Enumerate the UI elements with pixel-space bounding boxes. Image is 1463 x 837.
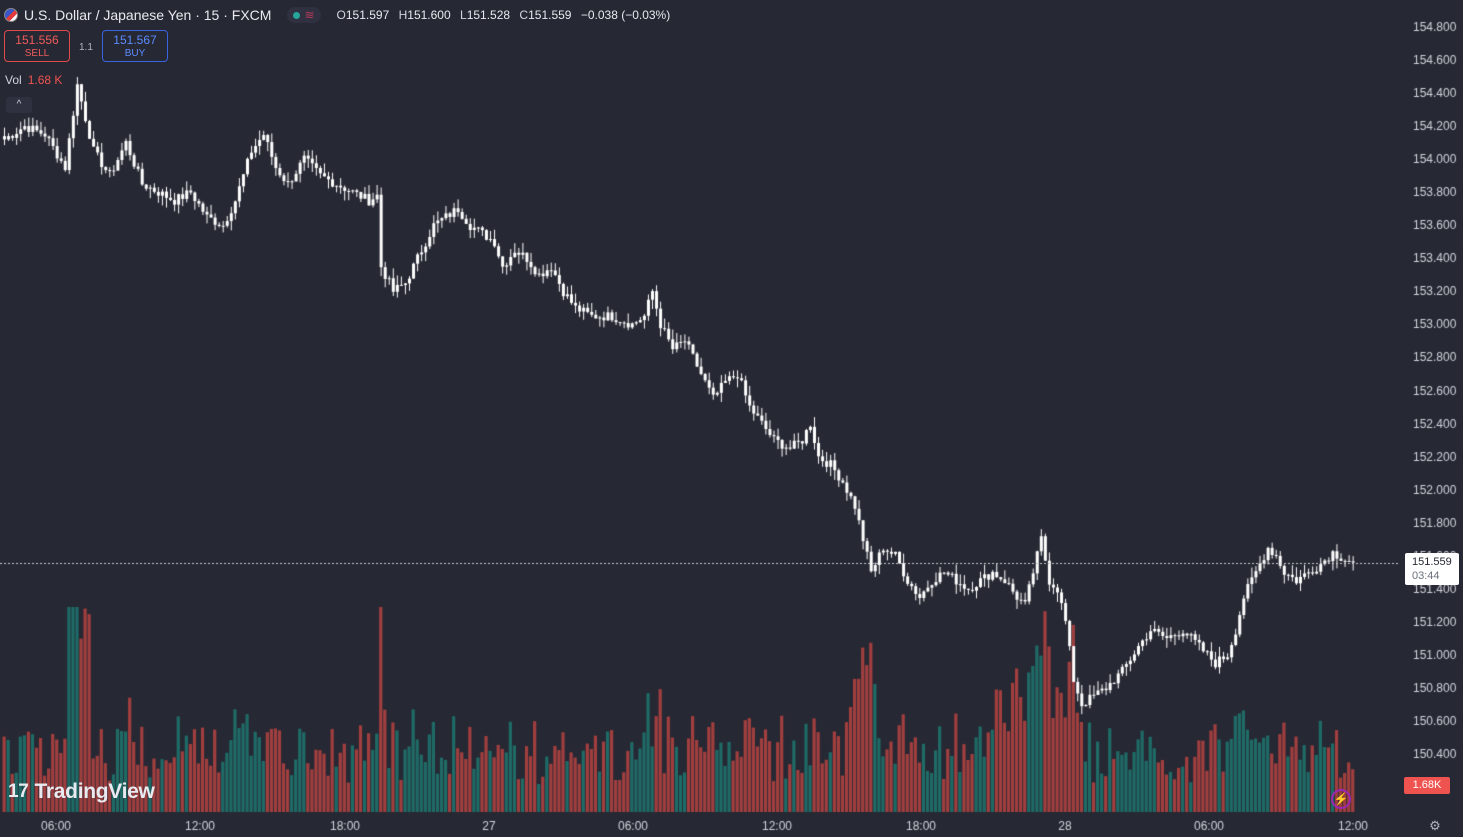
high-value: 151.600 [407, 8, 451, 22]
ohlc-values: O151.597 H151.600 L151.528 C151.559 −0.0… [336, 8, 671, 22]
logo-text: TradingView [34, 780, 155, 803]
volume-legend-label: Vol [5, 73, 22, 87]
sell-label: SELL [24, 48, 50, 59]
sell-button[interactable]: 151.556 SELL [4, 30, 70, 62]
chart-header: U.S. Dollar / Japanese Yen · 15 · FXCM ≋… [4, 6, 676, 24]
last-price: 151.559 [1412, 556, 1452, 568]
bar-countdown: 03:44 [1412, 570, 1440, 582]
symbol-title[interactable]: U.S. Dollar / Japanese Yen · 15 · FXCM [24, 7, 272, 23]
logo-mark: 17 [8, 781, 29, 802]
volume-legend-value: 1.68 K [27, 73, 63, 87]
tradingview-logo[interactable]: 17 TradingView [8, 780, 155, 804]
sell-price: 151.556 [15, 33, 59, 47]
buy-price: 151.567 [113, 33, 157, 47]
low-value: 151.528 [466, 8, 511, 22]
close-value: 151.559 [528, 8, 572, 22]
buy-button[interactable]: 151.567 BUY [102, 30, 168, 62]
collapse-legend-button[interactable]: ^ [6, 97, 32, 113]
status-indicator[interactable]: ≋ [287, 7, 321, 23]
us-japan-flag-icon [4, 8, 18, 22]
chevron-up-icon: ^ [16, 99, 22, 110]
status-dot-icon [293, 11, 301, 19]
wave-icon: ≋ [304, 8, 315, 22]
bolt-icon[interactable]: ⚡ [1331, 789, 1351, 809]
gear-icon[interactable]: ⚙ [1429, 818, 1441, 833]
volume-legend[interactable]: Vol 1.68 K [5, 73, 62, 87]
spread-value: 1.1 [79, 42, 93, 53]
open-value: 151.597 [345, 8, 390, 22]
volume-axis-label: 1.68K [1404, 777, 1450, 794]
change-value: −0.038 (−0.03%) [580, 8, 671, 22]
buy-label: BUY [124, 48, 146, 59]
last-price-label: 151.559 03:44 [1405, 553, 1459, 585]
